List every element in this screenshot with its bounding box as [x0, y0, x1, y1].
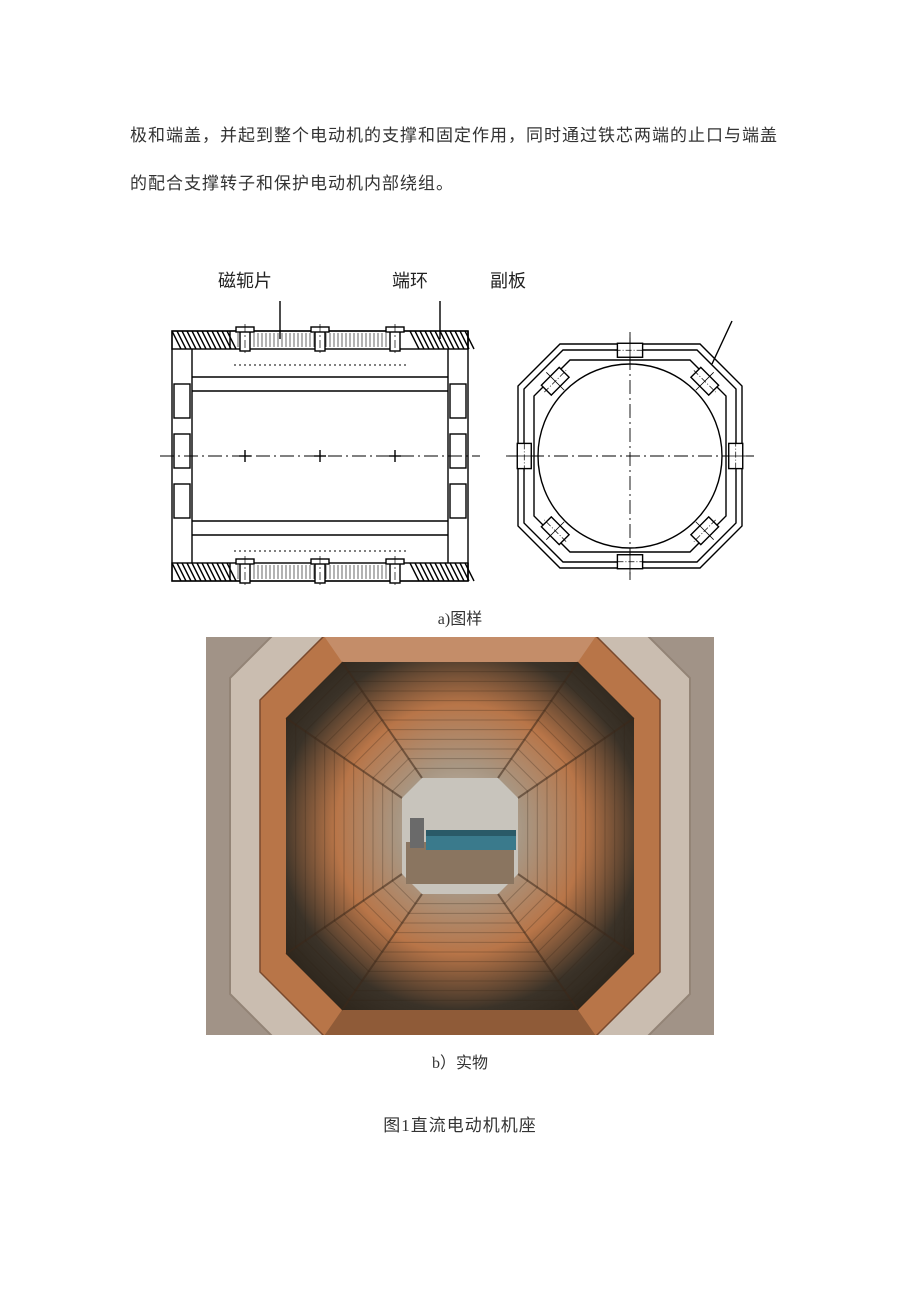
figure-main-caption: 图1直流电动机机座 — [383, 1111, 537, 1136]
diagram-left-box — [160, 301, 480, 591]
diagram-right-box — [500, 301, 760, 591]
diagram-left-svg — [160, 301, 480, 591]
subcaption-b: b）实物 — [432, 1049, 488, 1073]
photo-svg — [206, 637, 714, 1035]
paragraph-text: 极和端盖，并起到整个电动机的支撑和固定作用，同时通过铁芯两端的止口与端盖的配合支… — [130, 112, 790, 207]
label-sub-plate: 副板 — [490, 267, 526, 293]
diagram-labels-row: 磁轭片 端环 副板 — [130, 267, 790, 293]
diagram-row — [130, 301, 790, 591]
photo-placeholder — [206, 637, 714, 1035]
label-end-ring: 端环 — [392, 267, 428, 293]
label-yoke-sheet: 磁轭片 — [218, 267, 272, 293]
diagram-right-svg — [500, 301, 760, 591]
subcaption-a: a)图样 — [438, 605, 482, 629]
figure-1-container: 磁轭片 端环 副板 a)图样 b）实物 图1直流电动机机座 — [130, 267, 790, 1136]
